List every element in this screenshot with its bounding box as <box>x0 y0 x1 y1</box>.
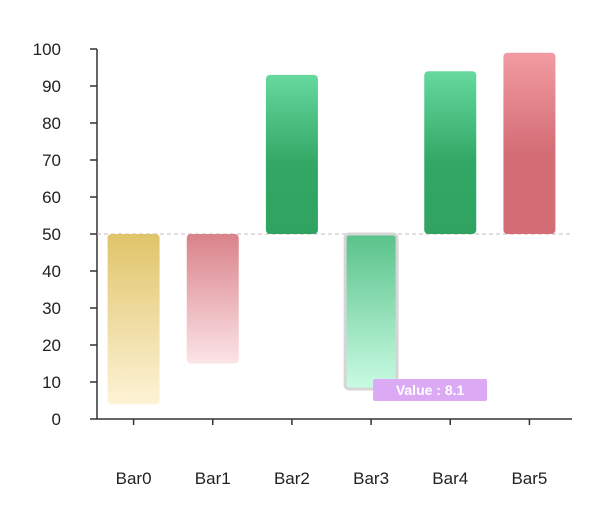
tooltip-text: Value : 8.1 <box>396 382 465 398</box>
bar-bar2[interactable] <box>265 74 318 235</box>
bar-bar4[interactable] <box>424 71 477 234</box>
y-tick-label: 80 <box>42 114 61 133</box>
tooltip: Value : 8.1 <box>373 379 488 402</box>
y-tick-label: 90 <box>42 77 61 96</box>
y-tick-label: 50 <box>42 225 61 244</box>
y-tick-label: 30 <box>42 299 61 318</box>
x-axis: Bar0 Bar1 Bar2 Bar3 Bar4 Bar5 <box>97 418 572 488</box>
y-tick-label: 20 <box>42 336 61 355</box>
y-tick-label: 100 <box>33 40 61 59</box>
y-tick-label: 0 <box>52 410 61 429</box>
bar-bar1[interactable] <box>186 234 239 364</box>
x-tick-label: Bar0 <box>116 469 152 488</box>
x-tick-label: Bar2 <box>274 469 310 488</box>
bars <box>107 52 556 405</box>
x-tick-label: Bar1 <box>195 469 231 488</box>
bar-bar3[interactable] <box>343 232 399 391</box>
x-tick-label: Bar4 <box>432 469 468 488</box>
y-axis: 0 10 20 30 40 50 60 70 80 90 100 <box>33 40 98 429</box>
y-tick-label: 70 <box>42 151 61 170</box>
x-tick-label: Bar3 <box>353 469 389 488</box>
bar-bar5[interactable] <box>503 52 556 235</box>
y-tick-label: 40 <box>42 262 61 281</box>
y-tick-label: 60 <box>42 188 61 207</box>
bar-bar0[interactable] <box>107 234 160 405</box>
y-tick-label: 10 <box>42 373 61 392</box>
tooltip-box <box>373 379 488 402</box>
x-tick-label: Bar5 <box>511 469 547 488</box>
